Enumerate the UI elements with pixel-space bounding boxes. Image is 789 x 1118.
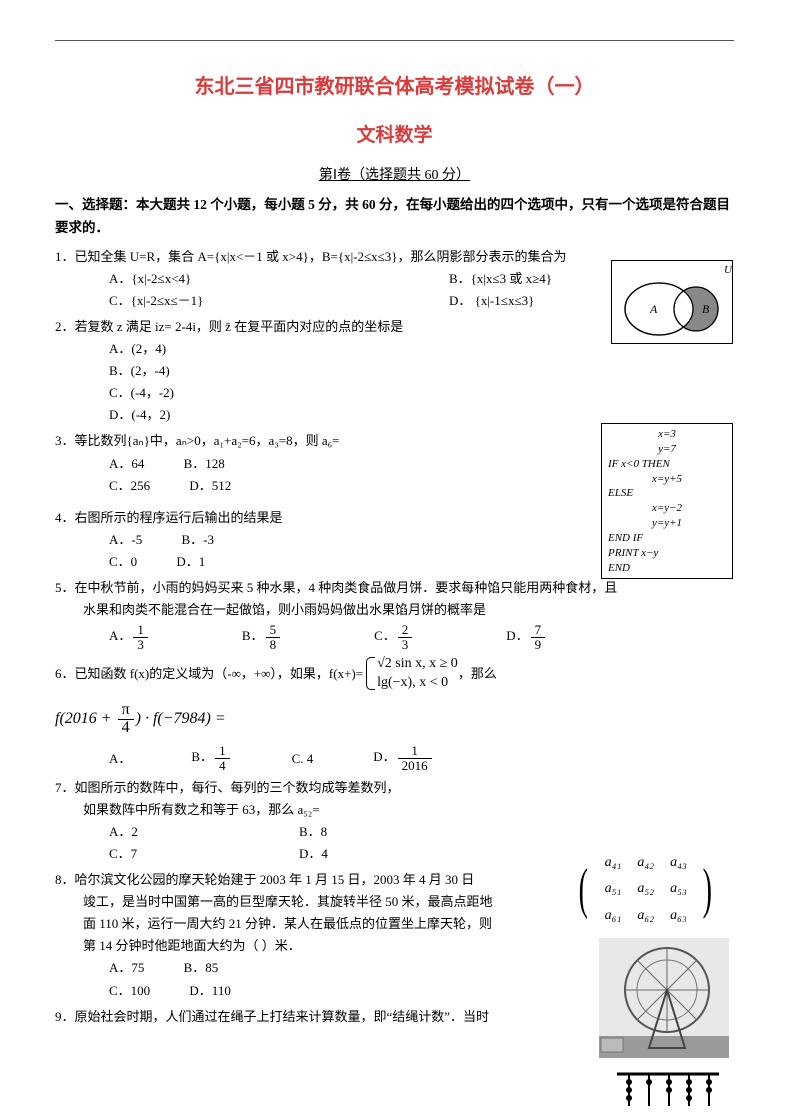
q6-stem: 6．已知函数 f(x)的定义域为（-∞，+∞），如果，f(x+)= √2 sin… bbox=[55, 655, 734, 691]
q4-opt-a: A．-5 bbox=[109, 529, 142, 551]
question-3: 3．等比数列{aₙ}中，aₙ>0，a₁+a₂=6，a₃=8，则 a₆= A．64… bbox=[55, 430, 734, 496]
q4-opt-c: C．0 bbox=[109, 551, 137, 573]
section-label: 第Ⅰ卷（选择题共 60 分） bbox=[55, 165, 734, 187]
q8-l1: 8．哈尔滨文化公园的摩天轮始建于 2003 年 1 月 15 日，2003 年 … bbox=[55, 869, 734, 891]
q1-opt-a: A．{x|-2≤x<4} bbox=[109, 268, 449, 290]
q5-opt-d: D．79 bbox=[506, 623, 547, 651]
q9-stem: 9．原始社会时期，人们通过在绳子上打结来计算数量，即“结绳计数”．当时 bbox=[55, 1006, 734, 1028]
title-main: 东北三省四市教研联合体高考模拟试卷（一） bbox=[55, 71, 734, 103]
q8-l2: 竣工，是当时中国第一高的巨型摩天轮．其旋转半径 50 米，最高点距地 bbox=[55, 891, 734, 913]
q5-opt-c: C．23 bbox=[374, 623, 414, 651]
q8-l3: 面 110 米，运行一周大约 21 分钟．某人在最低点的位置坐上摩天轮，则 bbox=[55, 913, 734, 935]
q6-opt-c: C. 4 bbox=[292, 748, 314, 770]
q3-opt-a: A．64 bbox=[109, 453, 144, 475]
q8-opt-b: B．85 bbox=[184, 957, 219, 979]
q7-stem1: 7．如图所示的数阵中，每行、每列的三个数均成等差数列， bbox=[55, 777, 734, 799]
question-9: 9．原始社会时期，人们通过在绳子上打结来计算数量，即“结绳计数”．当时 bbox=[55, 1006, 734, 1028]
q2-opt-a: A．(2，4) bbox=[109, 338, 734, 360]
q4-stem: 4．右图所示的程序运行后输出的结果是 bbox=[55, 507, 734, 529]
q3-opt-b: B．128 bbox=[184, 453, 225, 475]
q2-opt-c: C．(-4，-2) bbox=[109, 382, 734, 404]
q3-opt-d: D．512 bbox=[189, 475, 231, 497]
q8-l4: 第 14 分钟时他距地面大约为（ ）米． bbox=[55, 935, 734, 957]
svg-text:B: B bbox=[702, 302, 710, 316]
q6-opt-a: A． bbox=[109, 748, 131, 770]
svg-text:A: A bbox=[649, 302, 658, 316]
q6-piecewise: √2 sin x, x ≥ 0 lg(−x), x < 0 bbox=[363, 655, 458, 691]
q5-opt-b: B．58 bbox=[242, 623, 282, 651]
q1-opt-c: C．{x|-2≤x≤－1} bbox=[109, 290, 449, 312]
title-sub: 文科数学 bbox=[55, 121, 734, 151]
q2-stem: 2．若复数 z 满足 iz= 2-4i，则 z̄ 在复平面内对应的点的坐标是 bbox=[55, 316, 734, 338]
q5-opt-a: A．13 bbox=[109, 623, 150, 651]
q7-stem2: 如果数阵中所有数之和等于 63，那么 a₅₂= bbox=[55, 799, 734, 821]
q6-opt-b: B．14 bbox=[191, 744, 231, 772]
q8-opt-a: A．75 bbox=[109, 957, 144, 979]
q7-opt-d: D．4 bbox=[299, 843, 328, 865]
question-8: 8．哈尔滨文化公园的摩天轮始建于 2003 年 1 月 15 日，2003 年 … bbox=[55, 869, 734, 1002]
q3-opt-c: C．256 bbox=[109, 475, 150, 497]
q4-opt-d: D．1 bbox=[176, 551, 205, 573]
q8-opt-d: D．110 bbox=[189, 980, 230, 1002]
q2-opt-b: B．(2，-4) bbox=[109, 360, 734, 382]
question-2: 2．若复数 z 满足 iz= 2-4i，则 z̄ 在复平面内对应的点的坐标是 A… bbox=[55, 316, 734, 426]
q7-opt-c: C．7 bbox=[109, 843, 299, 865]
abacus-image bbox=[613, 1070, 723, 1106]
question-6: 6．已知函数 f(x)的定义域为（-∞，+∞），如果，f(x+)= √2 sin… bbox=[55, 655, 734, 772]
top-rule bbox=[55, 40, 734, 41]
question-4: 4．右图所示的程序运行后输出的结果是 A．-5 B．-3 C．0 D．1 bbox=[55, 507, 734, 573]
q6-expression: f(2016 + π4) · f(−7984) = bbox=[55, 702, 734, 737]
venn-u-label: U bbox=[724, 264, 732, 276]
q5-stem1: 5．在中秋节前，小雨的妈妈买来 5 种水果，4 种肉类食品做月饼．要求每种馅只能… bbox=[55, 577, 734, 599]
q7-opt-a: A．2 bbox=[109, 821, 299, 843]
q6-opt-d: D．12016 bbox=[373, 744, 433, 772]
question-5: 5．在中秋节前，小雨的妈妈买来 5 种水果，4 种肉类食品做月饼．要求每种馅只能… bbox=[55, 577, 734, 651]
question-7: 7．如图所示的数阵中，每行、每列的三个数均成等差数列， 如果数阵中所有数之和等于… bbox=[55, 777, 734, 865]
instructions: 一、选择题：本大题共 12 个小题，每小题 5 分，共 60 分，在每小题给出的… bbox=[55, 194, 734, 240]
q4-opt-b: B．-3 bbox=[181, 529, 214, 551]
q3-stem: 3．等比数列{aₙ}中，aₙ>0，a₁+a₂=6，a₃=8，则 a₆= bbox=[55, 430, 734, 452]
q7-opt-b: B．8 bbox=[299, 821, 327, 843]
q8-opt-c: C．100 bbox=[109, 980, 150, 1002]
q5-stem2: 水果和肉类不能混合在一起做馅，则小雨妈妈做出水果馅月饼的概率是 bbox=[55, 599, 734, 621]
